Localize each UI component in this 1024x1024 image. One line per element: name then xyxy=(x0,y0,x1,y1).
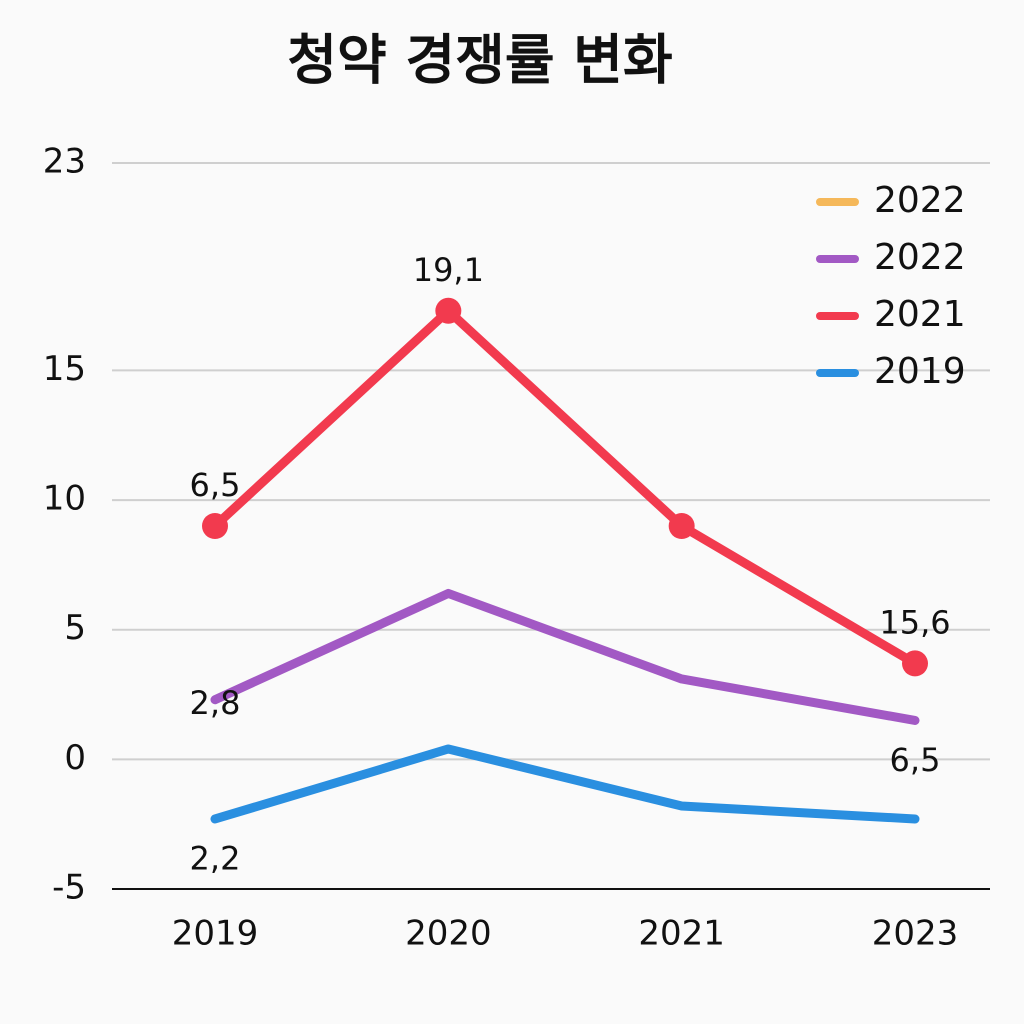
y-tick-label: 0 xyxy=(64,738,86,778)
legend-label: 2019 xyxy=(874,351,966,392)
annotation: 15,6 xyxy=(879,604,950,642)
line-series xyxy=(210,744,920,824)
legend-label: 2021 xyxy=(874,294,966,335)
annotation: 2,2 xyxy=(190,839,241,877)
line-series xyxy=(210,306,920,668)
line-series xyxy=(210,588,920,725)
point xyxy=(902,650,928,677)
point xyxy=(202,513,228,539)
x-tick-label: 2021 xyxy=(638,914,725,954)
annotation: 6,5 xyxy=(190,466,241,504)
point xyxy=(435,297,462,324)
y-tick-label: 23 xyxy=(43,142,86,182)
annotation: 19,1 xyxy=(413,251,484,289)
x-tick-label: 2020 xyxy=(405,914,492,954)
annotation: 2,8 xyxy=(190,684,241,722)
legend-label: 2022 xyxy=(874,180,966,221)
annotation: 6,5 xyxy=(890,741,941,779)
point xyxy=(668,513,695,539)
y-tick-label: 10 xyxy=(43,479,86,519)
chart-title: 청약 경쟁률 변화 xyxy=(287,29,672,92)
x-tick-label: 2019 xyxy=(172,914,259,954)
y-tick-label: 5 xyxy=(64,608,86,648)
y-tick-label: 15 xyxy=(43,349,86,389)
x-tick-label: 2023 xyxy=(872,914,959,954)
legend-label: 2022 xyxy=(874,237,966,278)
y-tick-label: -5 xyxy=(52,868,86,908)
